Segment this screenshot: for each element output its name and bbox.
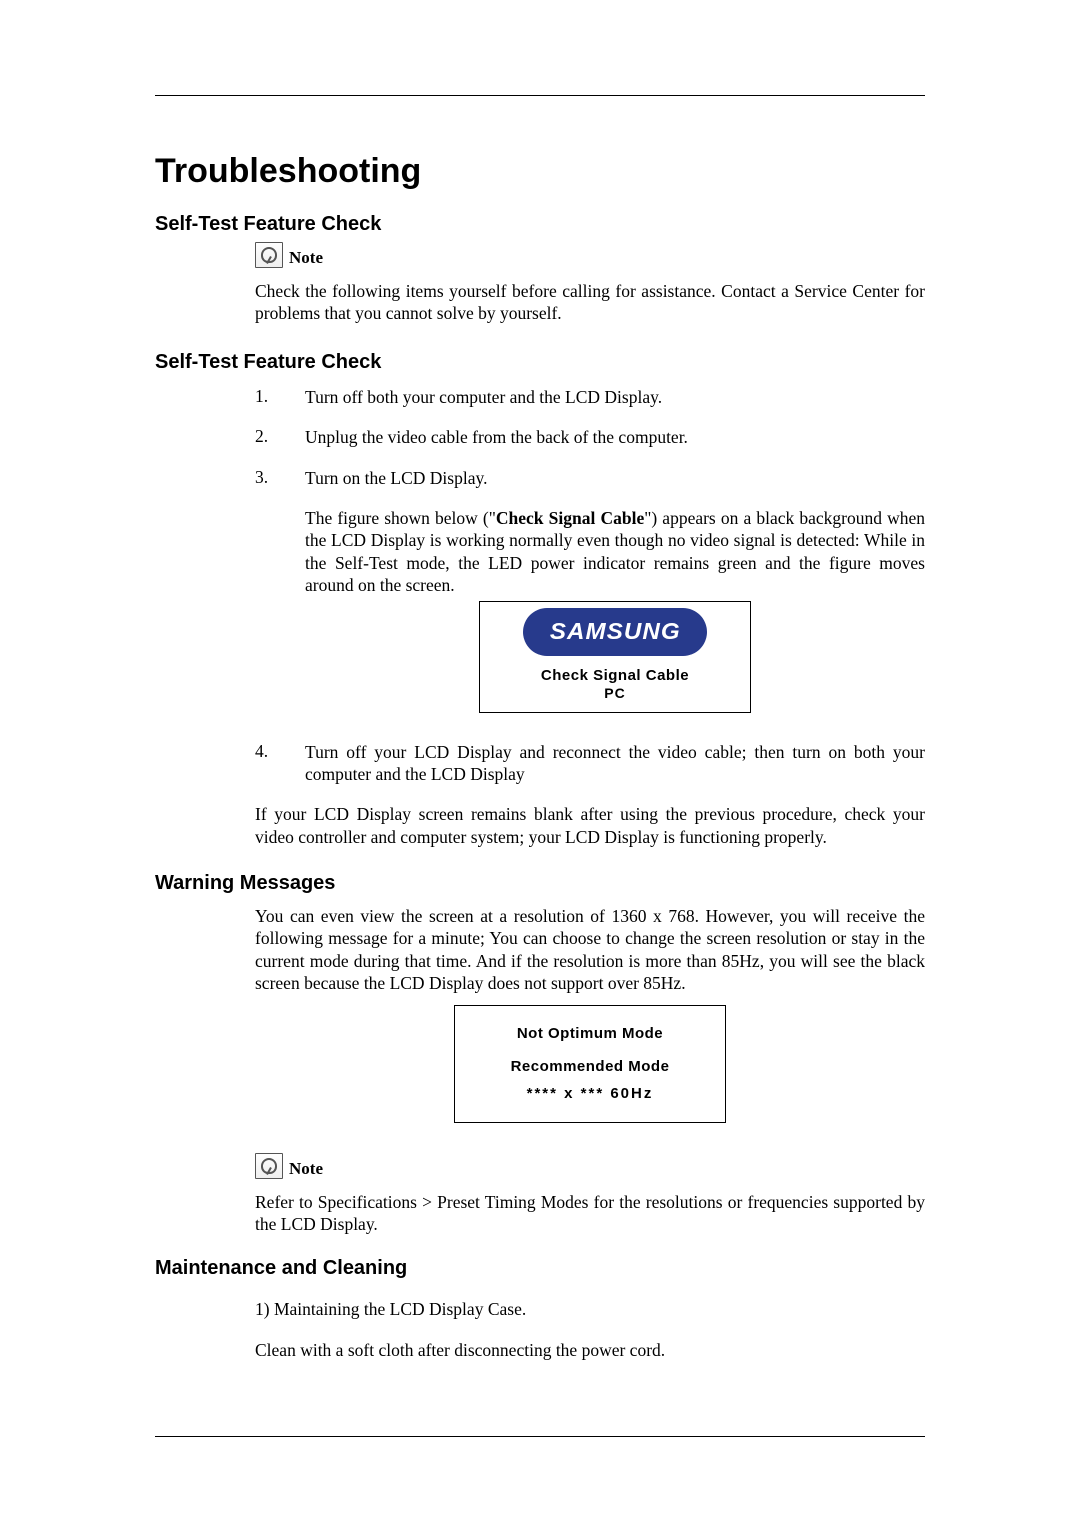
page-title: Troubleshooting xyxy=(155,152,925,191)
section-self-test-2: Self-Test Feature Check xyxy=(155,351,925,374)
figure-check-signal-cable: SAMSUNG Check Signal Cable PC xyxy=(479,601,751,713)
step-2: 2. Unplug the video cable from the back … xyxy=(255,426,925,448)
step-3b-pre: The figure shown below (" xyxy=(305,508,496,528)
note-1-row: Note xyxy=(255,242,925,268)
top-rule xyxy=(155,95,925,96)
warning-body: You can even view the screen at a resolu… xyxy=(255,905,925,995)
step-3-body: Turn on the LCD Display. The figure show… xyxy=(305,467,925,713)
note-1-label: Note xyxy=(289,248,323,268)
step-3-number: 3. xyxy=(255,467,279,713)
step-1-number: 1. xyxy=(255,386,279,408)
step-1-text: Turn off both your computer and the LCD … xyxy=(305,386,925,408)
step-2-number: 2. xyxy=(255,426,279,448)
figure-not-optimum-mode: Not Optimum Mode Recommended Mode **** x… xyxy=(454,1005,726,1123)
figure2-line1: Not Optimum Mode xyxy=(517,1025,663,1042)
after-steps-text: If your LCD Display screen remains blank… xyxy=(255,803,925,848)
warning-block: You can even view the screen at a resolu… xyxy=(255,905,925,1235)
note-icon xyxy=(255,1153,283,1179)
steps-list: 1. Turn off both your computer and the L… xyxy=(255,386,925,786)
maintenance-item-2: Clean with a soft cloth after disconnect… xyxy=(255,1339,925,1361)
maintenance-item-1: 1) Maintaining the LCD Display Case. xyxy=(255,1298,925,1320)
samsung-logo-text: SAMSUNG xyxy=(550,617,681,646)
step-4-text: Turn off your LCD Display and reconnect … xyxy=(305,741,925,786)
step-1: 1. Turn off both your computer and the L… xyxy=(255,386,925,408)
step-3b-bold: Check Signal Cable xyxy=(496,508,644,528)
step-3-paragraph: The figure shown below ("Check Signal Ca… xyxy=(305,507,925,597)
step-4-number: 4. xyxy=(255,741,279,786)
figure-2-wrap: Not Optimum Mode Recommended Mode **** x… xyxy=(255,1005,925,1123)
figure1-line1: Check Signal Cable xyxy=(541,666,689,685)
maintenance-block: 1) Maintaining the LCD Display Case. Cle… xyxy=(255,1298,925,1361)
figure1-line2: PC xyxy=(604,685,625,703)
note-2-body: Refer to Specifications > Preset Timing … xyxy=(255,1191,925,1236)
step-3: 3. Turn on the LCD Display. The figure s… xyxy=(255,467,925,713)
steps-block: 1. Turn off both your computer and the L… xyxy=(255,386,925,848)
note-1-block: Note Check the following items yourself … xyxy=(255,242,925,325)
page: Troubleshooting Self-Test Feature Check … xyxy=(0,0,1080,1527)
section-warning-messages: Warning Messages xyxy=(155,872,925,895)
note-2-row: Note xyxy=(255,1153,925,1179)
section-self-test-1: Self-Test Feature Check xyxy=(155,213,925,236)
note-2-label: Note xyxy=(289,1159,323,1179)
step-4: 4. Turn off your LCD Display and reconne… xyxy=(255,741,925,786)
step-3-text: Turn on the LCD Display. xyxy=(305,468,487,488)
figure-1-wrap: SAMSUNG Check Signal Cable PC xyxy=(305,601,925,713)
note-1-body: Check the following items yourself befor… xyxy=(255,280,925,325)
figure2-line3: **** x *** 60Hz xyxy=(527,1085,654,1102)
samsung-badge: SAMSUNG xyxy=(523,608,707,656)
bottom-rule xyxy=(155,1436,925,1437)
note-icon xyxy=(255,242,283,268)
figure2-line2: Recommended Mode xyxy=(511,1058,670,1075)
section-maintenance: Maintenance and Cleaning xyxy=(155,1257,925,1280)
step-2-text: Unplug the video cable from the back of … xyxy=(305,426,925,448)
